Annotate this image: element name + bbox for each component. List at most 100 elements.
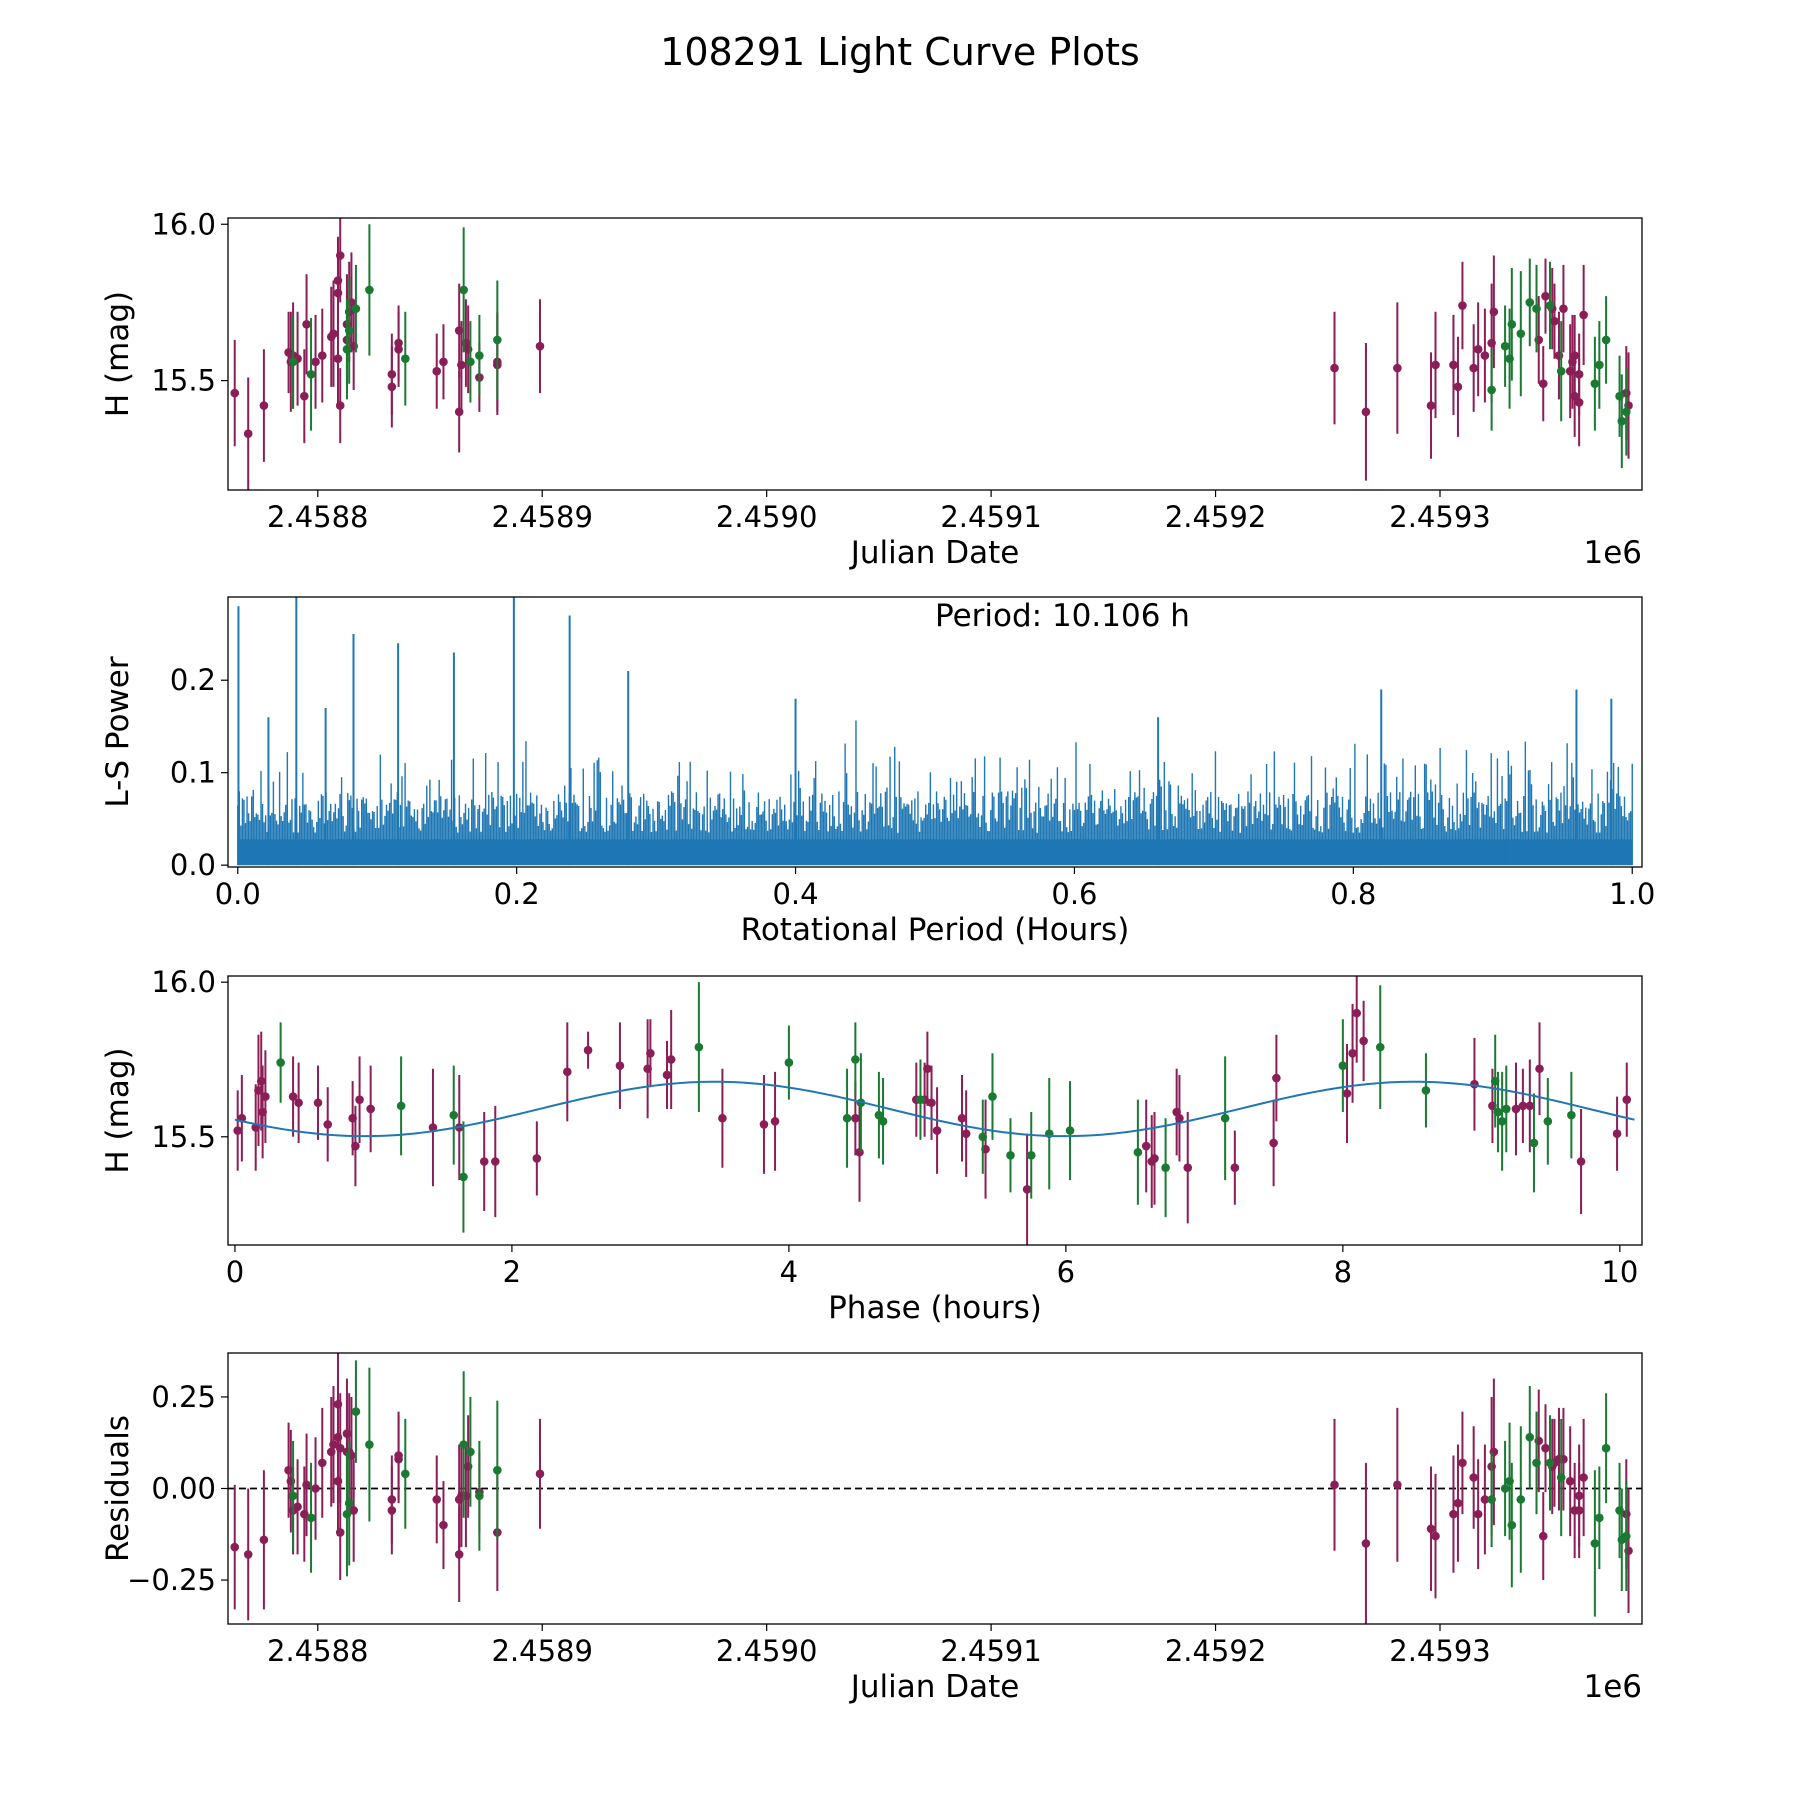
lightcurve-frame (227, 217, 1643, 491)
lightcurve-xtick-label: 2.4592 (1165, 500, 1266, 534)
lightcurve-point (457, 360, 466, 370)
residuals-point (1480, 1495, 1490, 1504)
phased-point (1065, 1126, 1075, 1135)
residuals-point (1621, 1531, 1631, 1541)
residuals-point (329, 1440, 338, 1449)
lightcurve-point (243, 429, 253, 439)
periodogram-xtick-label: 0.0 (215, 877, 261, 911)
phased-point (1493, 1107, 1503, 1117)
phased-point (1525, 1101, 1535, 1111)
residuals-offset-label: 1e6 (1583, 1669, 1642, 1705)
lightcurve-xtick-label: 2.4590 (716, 500, 817, 534)
residuals-point (243, 1550, 253, 1559)
lightcurve-panel: 2.4588 2.4589 2.4590 2.4591 2.4592 2.4593 15.5… (100, 207, 1643, 571)
lightcurve-point (1556, 366, 1566, 376)
phased-point (1272, 1073, 1281, 1083)
phased-point (1175, 1113, 1184, 1123)
phased-panel: 0 2 4 6 8 10 15.5 16.0 Phase (hours) H (mag) (100, 965, 1643, 1326)
phased-point (957, 1113, 967, 1123)
lightcurve-point (1453, 382, 1463, 392)
phased-point (366, 1104, 375, 1114)
lightcurve-point (1525, 298, 1535, 307)
lightcurve-point (394, 338, 403, 348)
phased-point (615, 1061, 625, 1070)
periodogram-xtick-label: 0.6 (1051, 877, 1097, 911)
residuals-point (475, 1491, 484, 1501)
phased-point (1026, 1151, 1036, 1160)
residuals-point (1538, 1531, 1548, 1541)
residuals-point (1525, 1432, 1535, 1442)
lightcurve-point (475, 351, 484, 360)
phased-point (851, 1055, 860, 1064)
period-annotation: Period: 10.106 h (935, 598, 1190, 634)
residuals-point (1601, 1443, 1611, 1453)
phased-point (583, 1045, 593, 1055)
phased-ytick-label: 16.0 (151, 965, 216, 999)
lightcurve-point (1500, 341, 1510, 351)
phased-point (988, 1092, 997, 1101)
phased-point (563, 1067, 572, 1077)
phased-point (532, 1154, 542, 1163)
residuals-ytick-label: 0.00 (151, 1472, 216, 1506)
residuals-point (394, 1454, 403, 1464)
residuals-point (459, 1440, 468, 1449)
lightcurve-point (535, 341, 545, 351)
phased-point (646, 1048, 655, 1058)
residuals-point (1458, 1458, 1467, 1468)
periodogram-panel: 0.0 0.2 0.4 0.6 0.8 1.0 0.0 0.1 0.2 Rotational Pe… (100, 596, 1655, 948)
phased-point (1612, 1129, 1622, 1138)
phased-point (961, 1129, 971, 1138)
lightcurve-points (230, 218, 1633, 490)
lightcurve-point (387, 382, 397, 392)
phased-fit-curve (234, 1080, 1635, 1138)
residuals-point (432, 1495, 442, 1504)
residuals-xtick-label: 2.4591 (940, 1634, 1041, 1668)
phased-point (978, 1132, 988, 1142)
lightcurve-point (1559, 304, 1568, 313)
lightcurve-xtick-label: 2.4589 (491, 500, 592, 534)
phased-point (1352, 1008, 1362, 1018)
phased-point (1141, 1141, 1151, 1151)
phased-point (932, 1126, 942, 1135)
residuals-point (1449, 1509, 1458, 1519)
phased-xtick-label: 0 (226, 1255, 244, 1289)
phased-point (666, 1055, 676, 1064)
phased-point (313, 1098, 323, 1108)
phased-points (233, 976, 1632, 1245)
phased-point (1348, 1048, 1357, 1058)
phased-point (294, 1098, 303, 1108)
lightcurve-point (300, 391, 309, 401)
residuals-point (344, 1498, 354, 1508)
residuals-xlabel: Julian Date (849, 1669, 1020, 1705)
periodogram-series (237, 597, 1633, 866)
phased-point (1567, 1110, 1576, 1120)
residuals-xtick-label: 2.4592 (1165, 1634, 1266, 1668)
lightcurve-point (1570, 351, 1579, 360)
lightcurve-xtick-label: 2.4593 (1389, 500, 1490, 534)
phased-point (1421, 1086, 1431, 1095)
phased-point (449, 1110, 459, 1120)
phased-point (1529, 1138, 1539, 1148)
lightcurve-point (259, 401, 269, 410)
periodogram-xtick-label: 0.8 (1330, 877, 1376, 911)
residuals-point (1330, 1480, 1339, 1490)
periodogram-ytick-label: 0.1 (170, 756, 216, 790)
phased-point (855, 1147, 864, 1157)
phased-point (1576, 1157, 1586, 1166)
phased-point (927, 1098, 936, 1108)
lightcurve-ylabel: H (mag) (100, 291, 136, 417)
phased-point (923, 1064, 932, 1074)
lightcurve-point (1393, 363, 1402, 373)
residuals-point (1516, 1495, 1526, 1504)
residuals-point (466, 1447, 475, 1457)
lightcurve-point (1489, 307, 1499, 317)
lightcurve-point (1516, 329, 1526, 338)
phased-point (784, 1058, 794, 1067)
phased-point (718, 1113, 727, 1123)
phased-point (1269, 1138, 1278, 1148)
phased-point (1501, 1104, 1511, 1114)
periodogram-xtick-label: 0.4 (772, 877, 818, 911)
residuals-point (1426, 1524, 1436, 1534)
lightcurve-point (1590, 379, 1600, 389)
